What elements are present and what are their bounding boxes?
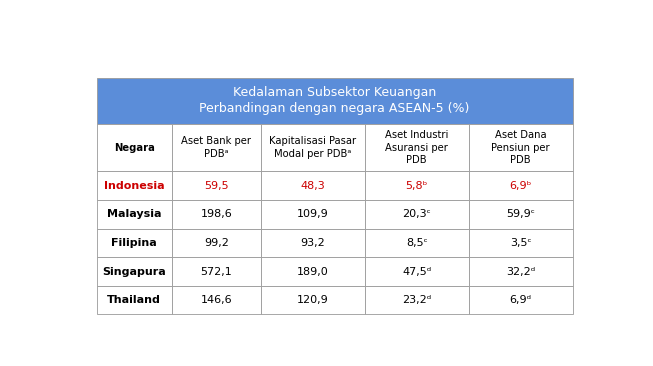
Text: 48,3: 48,3 [300, 180, 325, 191]
Text: 8,5ᶜ: 8,5ᶜ [406, 238, 428, 248]
Bar [365, 228, 469, 257]
Text: 20,3ᶜ: 20,3ᶜ [402, 209, 431, 219]
Text: Aset Industri
Asuransi per
PDB: Aset Industri Asuransi per PDB [385, 130, 449, 165]
Bar [365, 124, 469, 171]
Bar [172, 286, 261, 314]
Bar [97, 228, 172, 257]
Text: 198,6: 198,6 [200, 209, 232, 219]
Bar [97, 257, 172, 286]
Bar [365, 257, 469, 286]
Text: 5,8ᵇ: 5,8ᵇ [406, 180, 428, 191]
Bar [469, 257, 573, 286]
Text: Negara: Negara [114, 143, 155, 153]
Bar [469, 171, 573, 200]
Bar [365, 200, 469, 228]
Text: 6,9ᵈ: 6,9ᵈ [509, 295, 532, 305]
Bar [469, 228, 573, 257]
Bar [261, 124, 365, 171]
Text: Kedalaman Subsektor Keuangan
Perbandingan dengan negara ASEAN-5 (%): Kedalaman Subsektor Keuangan Perbandinga… [199, 86, 470, 115]
Text: Thailand: Thailand [107, 295, 161, 305]
Bar [261, 228, 365, 257]
Bar [261, 286, 365, 314]
Text: 120,9: 120,9 [297, 295, 329, 305]
Text: Aset Bank per
PDBᵃ: Aset Bank per PDBᵃ [182, 137, 251, 159]
Text: 32,2ᵈ: 32,2ᵈ [506, 266, 535, 276]
Bar [172, 124, 261, 171]
Bar [261, 200, 365, 228]
Bar [469, 124, 573, 171]
Text: Indonesia: Indonesia [104, 180, 165, 191]
Text: Aset Dana
Pensiun per
PDB: Aset Dana Pensiun per PDB [491, 130, 550, 165]
Bar [469, 286, 573, 314]
Text: 109,9: 109,9 [297, 209, 329, 219]
Bar [261, 171, 365, 200]
Bar [172, 257, 261, 286]
Text: Singapura: Singapura [103, 266, 166, 276]
Bar [97, 124, 172, 171]
Text: Filipina: Filipina [112, 238, 157, 248]
Text: 572,1: 572,1 [200, 266, 232, 276]
Bar [97, 200, 172, 228]
Text: 3,5ᶜ: 3,5ᶜ [510, 238, 532, 248]
Bar [365, 171, 469, 200]
Text: 6,9ᵇ: 6,9ᵇ [509, 180, 532, 191]
Text: Kapitalisasi Pasar
Modal per PDBᵃ: Kapitalisasi Pasar Modal per PDBᵃ [270, 137, 357, 159]
Text: Malaysia: Malaysia [107, 209, 161, 219]
Text: 47,5ᵈ: 47,5ᵈ [402, 266, 432, 276]
Bar [97, 286, 172, 314]
Text: 59,9ᶜ: 59,9ᶜ [506, 209, 535, 219]
Bar [261, 257, 365, 286]
Bar [469, 200, 573, 228]
Text: 93,2: 93,2 [300, 238, 325, 248]
Bar [172, 171, 261, 200]
Text: 99,2: 99,2 [204, 238, 229, 248]
Text: 59,5: 59,5 [204, 180, 229, 191]
Bar [172, 228, 261, 257]
Text: 23,2ᵈ: 23,2ᵈ [402, 295, 432, 305]
Bar [365, 286, 469, 314]
Text: 146,6: 146,6 [200, 295, 232, 305]
Text: 189,0: 189,0 [297, 266, 329, 276]
Bar [97, 78, 573, 124]
Bar [172, 200, 261, 228]
Bar [97, 171, 172, 200]
